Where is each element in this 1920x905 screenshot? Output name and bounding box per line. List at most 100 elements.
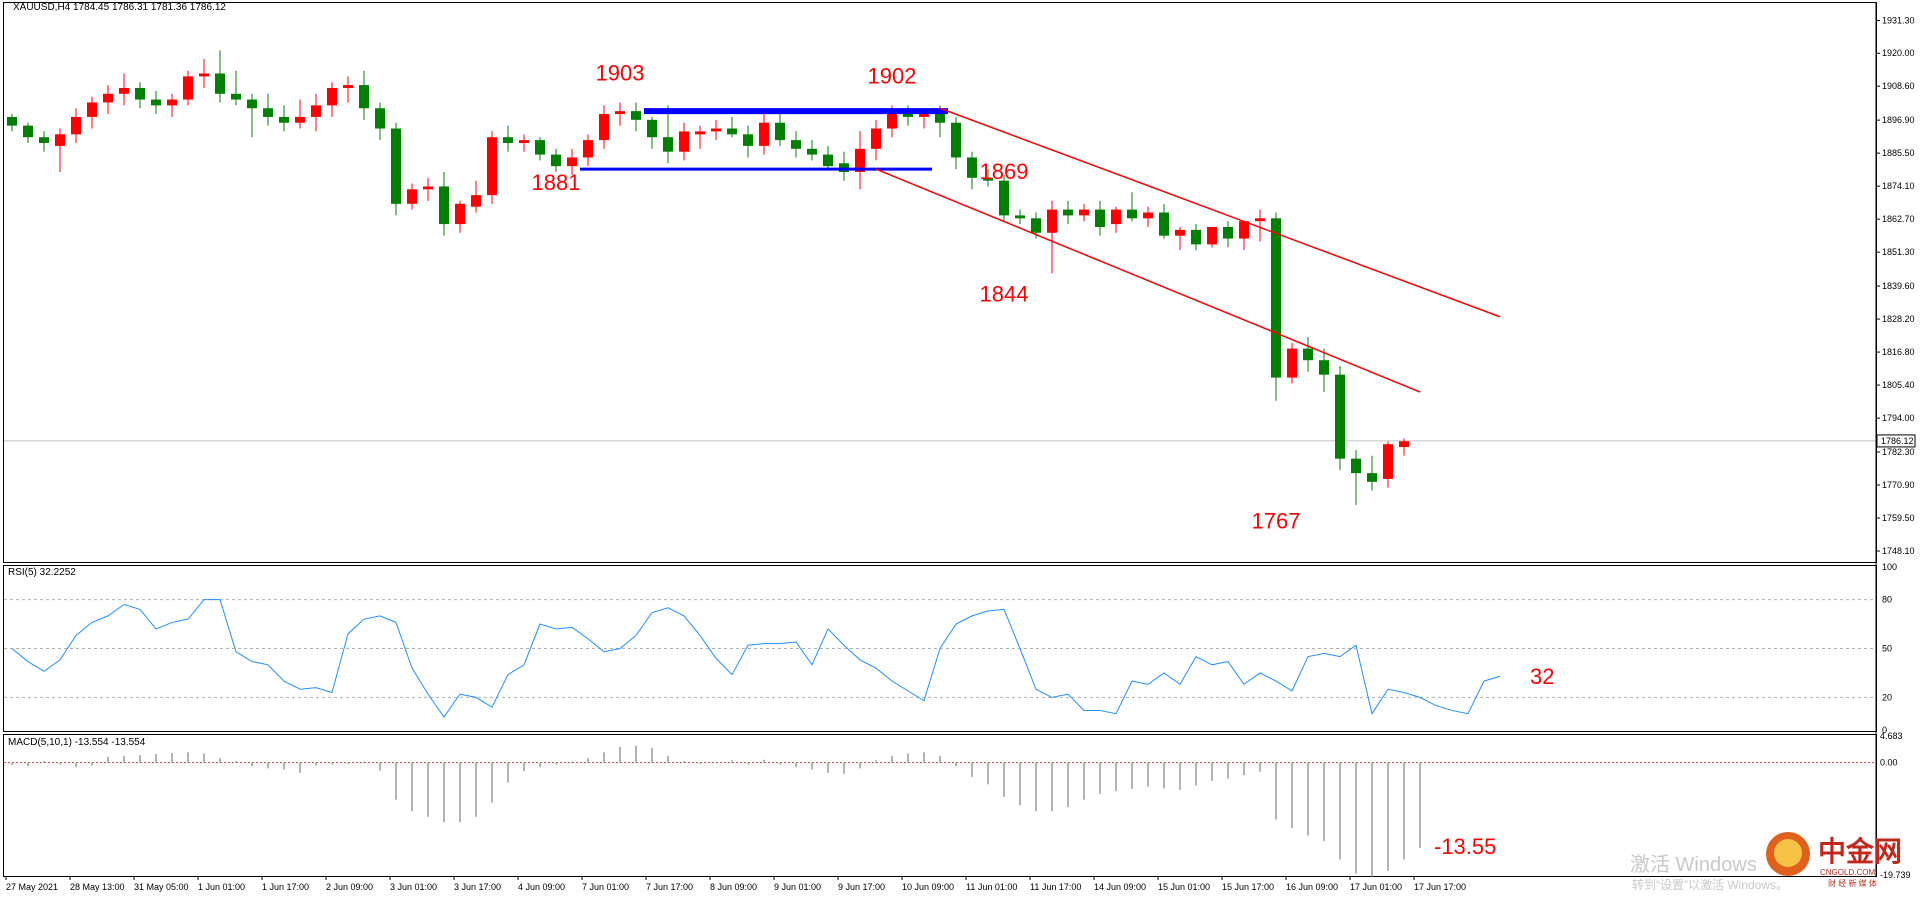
price-axis-label: 1782.30: [1882, 447, 1915, 457]
candle-body: [663, 137, 673, 152]
current-price-label: 1786.12: [1881, 436, 1914, 446]
rsi-axis-label: 100: [1882, 562, 1897, 572]
symbol-header: XAUUSD,H4 1784.45 1786.31 1781.36 1786.1…: [13, 2, 226, 13]
candle-body: [647, 119, 657, 138]
candle-body: [343, 85, 353, 88]
price-axis-label: 1931.30: [1882, 16, 1915, 26]
candle-body: [1127, 209, 1137, 219]
price-annotation: 1881: [532, 170, 581, 195]
time-axis-label: 9 Jun 01:00: [774, 882, 821, 892]
candle-body: [999, 180, 1009, 216]
candle-body: [263, 108, 273, 117]
candle-body: [1239, 221, 1249, 239]
candle-body: [151, 99, 161, 106]
candle-body: [439, 186, 449, 225]
time-axis-label: 3 Jun 17:00: [454, 882, 501, 892]
price-axis-label: 1885.50: [1882, 148, 1915, 158]
activate-windows-sub: 转到“设置”以激活 Windows。: [1632, 878, 1789, 892]
candle-body: [519, 140, 529, 143]
candle-body: [1079, 209, 1089, 216]
time-axis-label: 16 Jun 09:00: [1286, 882, 1338, 892]
time-axis-label: 9 Jun 17:00: [838, 882, 885, 892]
logo-mark-icon: [1766, 832, 1810, 876]
rsi-line: [11, 599, 1501, 718]
candle-body: [183, 76, 193, 100]
candle-body: [1223, 226, 1233, 239]
time-axis-label: 17 Jun 01:00: [1350, 882, 1402, 892]
candle-body: [743, 134, 753, 146]
candle-body: [759, 122, 769, 146]
time-axis-label: 28 May 13:00: [70, 882, 125, 892]
candle-body: [791, 140, 801, 149]
candle-body: [1383, 444, 1393, 479]
current-price-tag: [1876, 434, 1916, 448]
candle-body: [823, 154, 833, 167]
candle-body: [391, 128, 401, 204]
price-annotation: 1869: [980, 159, 1029, 184]
time-axis-label: 2 Jun 09:00: [326, 882, 373, 892]
price-axis-label: 1920.00: [1882, 48, 1915, 58]
candle-body: [711, 128, 721, 132]
candle-body: [871, 128, 881, 149]
activate-windows-title: 激活 Windows: [1630, 854, 1757, 876]
price-annotation: 1844: [980, 281, 1029, 306]
rsi-axis-label: 20: [1882, 692, 1892, 702]
candle-body: [679, 131, 689, 152]
price-axis-label: 1748.10: [1882, 546, 1915, 556]
candle-body: [599, 114, 609, 141]
candle-body: [1271, 218, 1281, 378]
macd-axis-label: -19.739: [1880, 870, 1911, 880]
time-axis-label: 11 Jun 01:00: [966, 882, 1017, 892]
macd-axis-label: 4.683: [1880, 731, 1903, 741]
candle-body: [887, 111, 897, 129]
time-axis-label: 10 Jun 09:00: [902, 882, 954, 892]
price-axis-label: 1862.70: [1882, 214, 1915, 224]
candle-body: [1351, 458, 1361, 474]
candle-body: [167, 99, 177, 106]
time-axis-label: 3 Jun 01:00: [390, 882, 437, 892]
price-axis-label: 1896.90: [1882, 115, 1915, 125]
time-axis-label: 7 Jun 17:00: [646, 882, 693, 892]
candle-body: [1031, 218, 1041, 233]
time-axis-label: 15 Jun 01:00: [1158, 882, 1210, 892]
candle-body: [1303, 348, 1313, 361]
candle-body: [71, 116, 81, 135]
price-annotation: 1902: [868, 63, 917, 88]
candle-body: [1047, 209, 1057, 233]
candle-body: [87, 102, 97, 117]
logo-tagline: 财 经 新 媒 体: [1828, 879, 1877, 888]
candle-body: [327, 87, 337, 106]
candle-body: [807, 148, 817, 155]
time-axis-label: 14 Jun 09:00: [1094, 882, 1146, 892]
rsi-axis-label: 80: [1882, 595, 1892, 605]
candle-body: [231, 93, 241, 100]
candle-body: [935, 114, 945, 123]
time-axis-label: 11 Jun 17:00: [1030, 882, 1081, 892]
candle-body: [199, 73, 209, 77]
candle-body: [983, 177, 993, 181]
candle-body: [1367, 473, 1377, 482]
time-axis-label: 7 Jun 01:00: [582, 882, 629, 892]
channel-line: [875, 168, 1421, 393]
price-axis-label: 1794.00: [1882, 413, 1915, 423]
candle-body: [1175, 229, 1185, 236]
candle-body: [1015, 215, 1025, 219]
candle-body: [311, 105, 321, 117]
cngold-logo: 中金网 CNGOLD.COM 财 经 新 媒 体: [1766, 830, 1910, 890]
candle-body: [583, 140, 593, 158]
candle-body: [247, 99, 257, 109]
candle-body: [215, 73, 225, 94]
candle-body: [535, 140, 545, 155]
price-axis-label: 1759.50: [1882, 513, 1915, 523]
price-axis-label: 1805.40: [1882, 380, 1915, 390]
candle-body: [55, 134, 65, 146]
candle-body: [423, 186, 433, 190]
candle-body: [855, 148, 865, 172]
candle-body: [695, 131, 705, 135]
candle-body: [471, 195, 481, 207]
price-axis-label: 1839.60: [1882, 281, 1915, 291]
time-axis-label: 1 Jun 17:00: [262, 882, 309, 892]
candle-body: [1255, 218, 1265, 222]
